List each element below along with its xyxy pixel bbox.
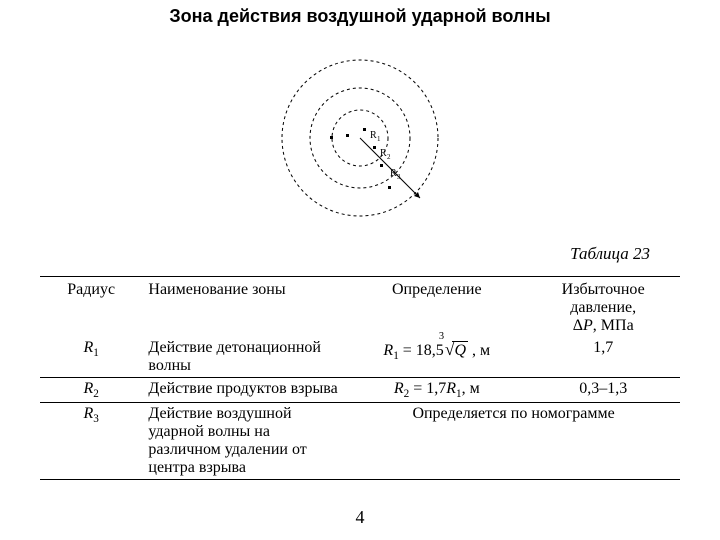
page: Зона действия воздушной ударной волны R1… [0, 0, 720, 540]
r1-formula: R1 = 18,53√Q , м [347, 337, 526, 378]
r3-radius-sym: R [84, 405, 94, 422]
r2-rhs: R [446, 380, 456, 397]
svg-text:2: 2 [387, 153, 391, 161]
r3-name: Действие воздушной ударной волны на разл… [142, 403, 347, 480]
r1-f-eq: = 18,5 [399, 342, 444, 359]
zone-diagram-svg: R1 R2 R3 [270, 48, 450, 228]
svg-text:R: R [380, 148, 387, 159]
r2-radius-sub: 2 [93, 388, 99, 400]
th-def: Определение [347, 277, 526, 338]
r1-f-suffix: , м [468, 342, 490, 359]
r3-note: Определяется по номограмме [347, 403, 680, 480]
table-row: R1 Действие детонационной волны R1 = 18,… [40, 337, 680, 378]
r2-pressure: 0,3–1,3 [526, 378, 680, 403]
th-pressure-l2: давление, [570, 299, 636, 316]
r2-lhs: R [394, 380, 404, 397]
th-radius: Радиус [40, 277, 142, 338]
cube-root-icon: 3√Q [445, 339, 468, 360]
th-pressure-l3: ΔP, МПа [573, 317, 634, 334]
r2-radius-sym: R [84, 380, 94, 397]
th-pressure-l1: Избыточное [562, 281, 645, 298]
zone-table: Радиус Наименование зоны Определение Изб… [40, 276, 680, 480]
table-row: R3 Действие воздушной ударной волны на р… [40, 403, 680, 480]
r2-name: Действие продуктов взрыва [142, 378, 347, 403]
r1-name: Действие детонационной волны [142, 337, 347, 378]
r3-radius-sub: 3 [93, 413, 99, 425]
r2-formula: R2 = 1,7R1, м [347, 378, 526, 403]
r1-pressure: 1,7 [526, 337, 680, 378]
svg-text:1: 1 [377, 135, 381, 143]
svg-text:R: R [370, 130, 377, 141]
zone-diagram: R1 R2 R3 [0, 48, 720, 228]
r2-mid: = 1,7 [409, 380, 446, 397]
table-caption: Таблица 23 [570, 244, 650, 264]
r2-suffix: , м [462, 380, 480, 397]
r1-radius-sub: 1 [93, 347, 99, 359]
page-title: Зона действия воздушной ударной волны [0, 6, 720, 27]
svg-text:R: R [390, 168, 397, 179]
r1-f-prefix: R [383, 342, 393, 359]
svg-text:3: 3 [397, 173, 401, 181]
page-number: 4 [0, 507, 720, 528]
th-name: Наименование зоны [142, 277, 347, 338]
r1-radius-sym: R [84, 339, 94, 356]
th-pressure: Избыточное давление, ΔP, МПа [526, 277, 680, 338]
table-row: R2 Действие продуктов взрыва R2 = 1,7R1,… [40, 378, 680, 403]
